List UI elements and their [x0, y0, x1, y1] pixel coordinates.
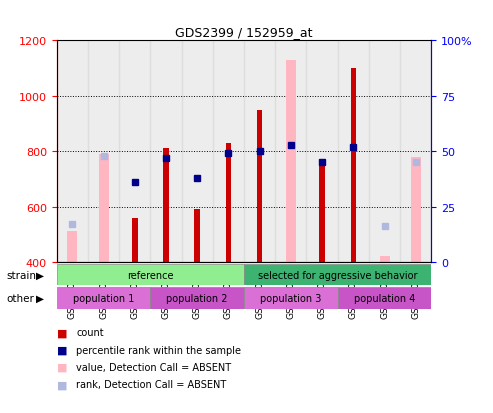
- Bar: [257, 110, 262, 262]
- Text: ■: ■: [57, 380, 67, 389]
- Text: population 4: population 4: [354, 293, 415, 303]
- Text: other: other: [6, 293, 35, 303]
- Bar: [150, 41, 181, 262]
- Text: selected for aggressive behavior: selected for aggressive behavior: [258, 270, 418, 280]
- Bar: [119, 41, 150, 262]
- Bar: [57, 264, 244, 286]
- Bar: [244, 41, 275, 262]
- Bar: [68, 232, 77, 262]
- Bar: [275, 41, 307, 262]
- Text: ■: ■: [57, 328, 67, 337]
- Text: ▶: ▶: [36, 293, 44, 303]
- Bar: [338, 41, 369, 262]
- Text: population 3: population 3: [260, 293, 321, 303]
- Bar: [307, 41, 338, 262]
- Bar: [181, 41, 213, 262]
- Text: strain: strain: [6, 270, 36, 280]
- Text: rank, Detection Call = ABSENT: rank, Detection Call = ABSENT: [76, 380, 227, 389]
- Text: percentile rank within the sample: percentile rank within the sample: [76, 345, 242, 355]
- Text: ■: ■: [57, 345, 67, 355]
- Bar: [226, 143, 231, 262]
- Bar: [411, 157, 421, 262]
- Text: count: count: [76, 328, 104, 337]
- Bar: [163, 149, 169, 262]
- Bar: [150, 287, 244, 309]
- Bar: [57, 41, 88, 262]
- Text: ■: ■: [57, 362, 67, 372]
- Text: population 2: population 2: [167, 293, 228, 303]
- Bar: [380, 257, 389, 262]
- Text: population 1: population 1: [73, 293, 134, 303]
- Bar: [132, 218, 138, 262]
- Text: ▶: ▶: [36, 270, 44, 280]
- Text: value, Detection Call = ABSENT: value, Detection Call = ABSENT: [76, 362, 232, 372]
- Title: GDS2399 / 152959_at: GDS2399 / 152959_at: [176, 26, 313, 39]
- Bar: [213, 41, 244, 262]
- Bar: [286, 61, 296, 262]
- Bar: [338, 287, 431, 309]
- Bar: [194, 210, 200, 262]
- Bar: [99, 154, 108, 262]
- Bar: [319, 163, 325, 262]
- Bar: [244, 264, 431, 286]
- Bar: [369, 41, 400, 262]
- Bar: [244, 287, 338, 309]
- Bar: [400, 41, 431, 262]
- Bar: [57, 287, 150, 309]
- Bar: [351, 69, 356, 262]
- Bar: [88, 41, 119, 262]
- Text: reference: reference: [127, 270, 174, 280]
